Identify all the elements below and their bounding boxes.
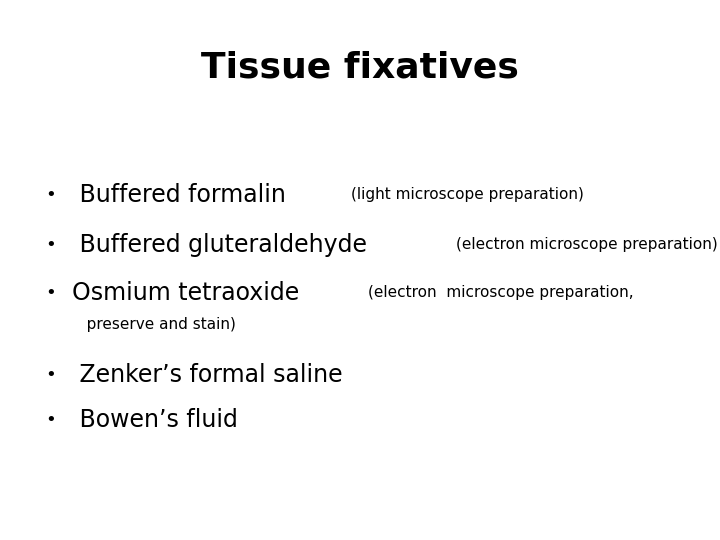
Text: Zenker’s formal saline: Zenker’s formal saline [72, 363, 343, 387]
Text: •: • [45, 411, 55, 429]
Text: •: • [45, 366, 55, 384]
Text: (electron  microscope preparation,: (electron microscope preparation, [368, 286, 634, 300]
Text: Buffered formalin: Buffered formalin [72, 183, 286, 207]
Text: •: • [45, 236, 55, 254]
Text: •: • [45, 186, 55, 204]
Text: Buffered gluteraldehyde: Buffered gluteraldehyde [72, 233, 367, 257]
Text: Bowen’s fluid: Bowen’s fluid [72, 408, 238, 432]
Text: (electron microscope preparation): (electron microscope preparation) [456, 238, 717, 253]
Text: preserve and stain): preserve and stain) [72, 318, 236, 333]
Text: (light microscope preparation): (light microscope preparation) [351, 187, 584, 202]
Text: Tissue fixatives: Tissue fixatives [201, 50, 519, 84]
Text: Osmium tetraoxide: Osmium tetraoxide [72, 281, 300, 305]
Text: •: • [45, 284, 55, 302]
